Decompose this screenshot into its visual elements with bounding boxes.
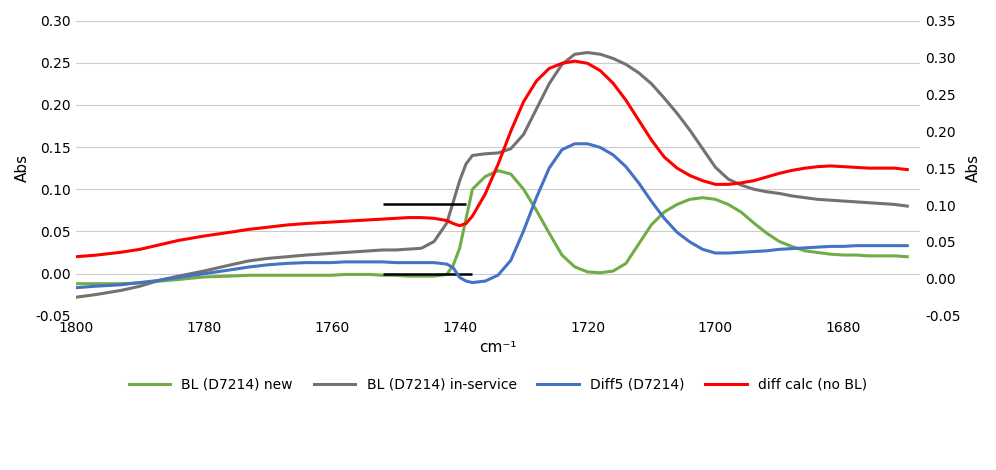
- diff calc (no BL): [608, 80, 620, 86]
- BL (D7214) in-service: [543, 81, 555, 86]
- BL (D7214) in-service: [582, 50, 594, 55]
- BL (D7214) in-service: [70, 294, 82, 300]
- diff calc (no BL): [339, 219, 351, 224]
- Line: Diff5 (D7214): Diff5 (D7214): [76, 144, 907, 288]
- BL (D7214) in-service: [428, 239, 440, 244]
- Diff5 (D7214): [543, 165, 555, 171]
- Diff5 (D7214): [608, 152, 620, 157]
- BL (D7214) in-service: [313, 251, 325, 257]
- Y-axis label: Abs: Abs: [15, 154, 30, 182]
- Line: BL (D7214) new: BL (D7214) new: [76, 171, 907, 284]
- diff calc (no BL): [428, 216, 440, 221]
- BL (D7214) new: [608, 268, 620, 274]
- diff calc (no BL): [543, 66, 555, 71]
- X-axis label: cm⁻¹: cm⁻¹: [479, 340, 517, 355]
- BL (D7214) in-service: [812, 196, 824, 202]
- Line: BL (D7214) in-service: BL (D7214) in-service: [76, 53, 907, 297]
- Legend: BL (D7214) new, BL (D7214) in-service, Diff5 (D7214), diff calc (no BL): BL (D7214) new, BL (D7214) in-service, D…: [124, 372, 872, 398]
- Diff5 (D7214): [339, 259, 351, 265]
- diff calc (no BL): [313, 220, 325, 226]
- Diff5 (D7214): [428, 260, 440, 266]
- BL (D7214) new: [901, 254, 913, 259]
- diff calc (no BL): [812, 164, 824, 170]
- BL (D7214) new: [339, 272, 351, 277]
- BL (D7214) in-service: [608, 55, 620, 61]
- Diff5 (D7214): [70, 285, 82, 290]
- Diff5 (D7214): [901, 243, 913, 249]
- Diff5 (D7214): [313, 260, 325, 266]
- BL (D7214) new: [313, 273, 325, 278]
- BL (D7214) in-service: [901, 204, 913, 209]
- BL (D7214) new: [428, 273, 440, 279]
- diff calc (no BL): [901, 167, 913, 172]
- BL (D7214) new: [812, 250, 824, 255]
- diff calc (no BL): [70, 254, 82, 259]
- Diff5 (D7214): [569, 141, 581, 147]
- BL (D7214) new: [70, 281, 82, 287]
- BL (D7214) new: [492, 168, 504, 173]
- diff calc (no BL): [569, 58, 581, 64]
- BL (D7214) in-service: [339, 250, 351, 255]
- Diff5 (D7214): [812, 244, 824, 250]
- BL (D7214) new: [556, 252, 568, 258]
- Line: diff calc (no BL): diff calc (no BL): [76, 61, 907, 257]
- Y-axis label: Abs: Abs: [966, 154, 981, 182]
